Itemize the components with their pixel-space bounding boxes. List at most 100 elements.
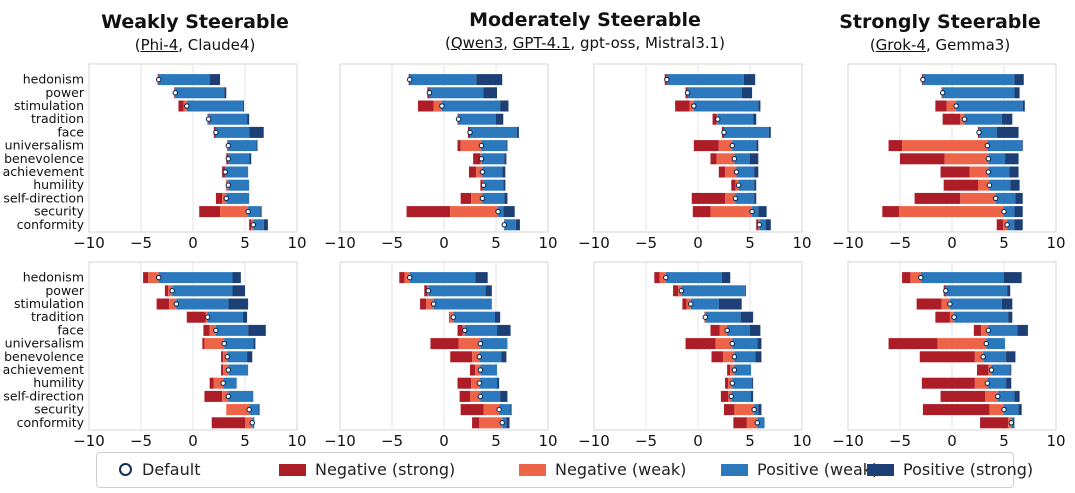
default-marker — [245, 208, 251, 215]
bar-neg-strong — [919, 351, 975, 363]
header-moderately: Moderately Steerable (Qwen3, GPT-4.1, gp… — [360, 8, 810, 54]
x-tick-label: 0 — [188, 234, 198, 252]
bar-pos-weak — [482, 192, 505, 204]
default-marker — [1001, 208, 1007, 215]
x-tick-label: 10 — [538, 432, 557, 450]
bar-neg-weak — [974, 351, 984, 363]
bar-neg-strong — [178, 100, 184, 112]
default-marker — [406, 76, 413, 83]
bar-neg-strong — [940, 390, 986, 402]
x-tick-label: −5 — [635, 234, 657, 252]
default-marker — [184, 103, 190, 109]
default-marker — [951, 314, 957, 320]
bar-neg-weak — [460, 140, 482, 152]
x-tick-label: −5 — [889, 432, 911, 450]
bar-neg-strong — [215, 192, 223, 204]
default-marker — [246, 406, 252, 413]
bar-pos-weak — [665, 272, 722, 284]
bar-pos-weak — [987, 140, 1022, 152]
bar-pos-strong — [253, 338, 256, 350]
default-marker — [953, 103, 959, 109]
x-tick-label: −5 — [635, 432, 657, 450]
default-marker — [985, 327, 992, 334]
bar-neg-strong — [221, 351, 224, 363]
x-tick-label: −10 — [578, 234, 610, 252]
default-marker — [985, 169, 992, 175]
bar-pos-weak — [172, 285, 233, 297]
bar-neg-strong — [942, 113, 961, 125]
model-name: Grok-4 — [875, 36, 926, 54]
bar-pos-weak — [964, 113, 1002, 125]
bar-pos-strong — [502, 166, 506, 178]
header-title: Weakly Steerable — [101, 11, 289, 33]
default-marker — [976, 129, 982, 136]
category-label: tradition — [31, 111, 84, 126]
bar-neg-strong — [720, 390, 729, 402]
default-marker — [1001, 406, 1007, 413]
bar-pos-weak — [223, 377, 237, 389]
bar-neg-strong — [399, 272, 405, 284]
bar-pos-weak — [724, 126, 769, 138]
x-tick-label: −5 — [130, 432, 152, 450]
bar-pos-weak — [215, 126, 250, 138]
bar-neg-strong — [654, 272, 660, 284]
default-marker — [756, 222, 763, 228]
default-marker — [213, 327, 219, 334]
legend-label: Default — [142, 460, 201, 479]
bar-pos-weak — [991, 364, 1011, 376]
bar-neg-strong — [900, 153, 945, 165]
default-marker — [961, 116, 968, 122]
bar-pos-weak — [249, 404, 259, 416]
bar-pos-weak — [470, 126, 517, 138]
bar-neg-weak — [715, 338, 733, 350]
bar-neg-weak — [974, 377, 988, 389]
category-label: self-direction — [3, 388, 84, 403]
default-marker — [477, 367, 484, 373]
bar-pos-weak — [481, 140, 507, 152]
bar-neg-weak — [969, 166, 989, 178]
bar-pos-weak — [954, 311, 1009, 323]
category-label: humility — [33, 375, 84, 390]
bar-pos-weak — [988, 166, 1010, 178]
bar-pos-strong — [504, 153, 507, 165]
bar-neg-weak — [902, 140, 988, 152]
bar-pos-strong — [1006, 377, 1012, 389]
x-tick-label: 0 — [439, 234, 449, 252]
bar-neg-weak — [476, 166, 483, 178]
bar-pos-weak — [1004, 404, 1019, 416]
bar-pos-strong — [743, 74, 756, 86]
default-marker — [495, 208, 501, 215]
default-marker — [980, 354, 986, 360]
bar-pos-weak — [253, 219, 264, 231]
bar-neg-weak — [426, 298, 434, 310]
bar-neg-strong — [943, 179, 978, 191]
default-marker — [499, 420, 505, 426]
bar-neg-strong — [888, 338, 938, 350]
bar-pos-weak — [732, 338, 758, 350]
bar-pos-weak — [681, 285, 745, 297]
default-marker — [426, 90, 433, 96]
bar-pos-strong — [242, 311, 248, 323]
bar-pos-strong — [260, 206, 262, 218]
default-marker — [224, 354, 231, 360]
default-marker — [480, 182, 487, 188]
x-tick-label: 5 — [999, 432, 1009, 450]
default-marker — [455, 116, 462, 122]
bar-pos-weak — [987, 377, 1007, 389]
bar-pos-strong — [248, 324, 266, 336]
x-tick-label: 10 — [287, 432, 306, 450]
model-name: Qwen3 — [450, 34, 504, 52]
bar-pos-weak — [734, 364, 752, 376]
x-tick-label: 10 — [792, 432, 811, 450]
bar-pos-strong — [756, 140, 759, 152]
bar-neg-weak — [220, 206, 249, 218]
default-marker — [715, 116, 721, 122]
bar-pos-strong — [515, 219, 520, 231]
bar-neg-weak — [944, 153, 989, 165]
bar-neg-strong — [712, 113, 717, 125]
bar-neg-weak — [450, 206, 499, 218]
bar-pos-weak — [732, 377, 753, 389]
bar-neg-strong — [204, 390, 223, 402]
bar-pos-strong — [750, 153, 759, 165]
default-marker — [988, 367, 995, 373]
